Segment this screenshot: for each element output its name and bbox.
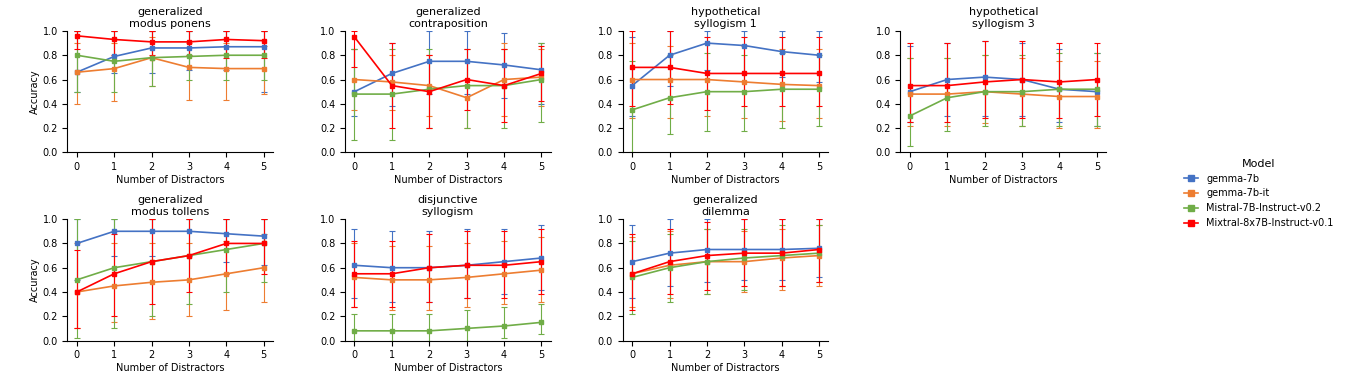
Legend: gemma-7b, gemma-7b-it, Mistral-7B-Instruct-v0.2, Mixtral-8x7B-Instruct-v0.1: gemma-7b, gemma-7b-it, Mistral-7B-Instru… <box>1180 155 1337 232</box>
Y-axis label: Accuracy: Accuracy <box>30 257 39 302</box>
Title: disjunctive
syllogism: disjunctive syllogism <box>418 195 479 217</box>
X-axis label: Number of Distractors: Number of Distractors <box>672 363 780 373</box>
Title: hypothetical
syllogism 1: hypothetical syllogism 1 <box>691 7 761 29</box>
Title: generalized
dilemma: generalized dilemma <box>693 195 758 217</box>
Y-axis label: Accuracy: Accuracy <box>30 69 39 114</box>
Title: hypothetical
syllogism 3: hypothetical syllogism 3 <box>969 7 1039 29</box>
X-axis label: Number of Distractors: Number of Distractors <box>116 363 224 373</box>
X-axis label: Number of Distractors: Number of Distractors <box>116 175 224 185</box>
Title: generalized
modus ponens: generalized modus ponens <box>130 7 212 29</box>
X-axis label: Number of Distractors: Number of Distractors <box>672 175 780 185</box>
Title: generalized
modus tollens: generalized modus tollens <box>131 195 209 217</box>
X-axis label: Number of Distractors: Number of Distractors <box>950 175 1058 185</box>
X-axis label: Number of Distractors: Number of Distractors <box>394 175 502 185</box>
X-axis label: Number of Distractors: Number of Distractors <box>394 363 502 373</box>
Title: generalized
contraposition: generalized contraposition <box>407 7 488 29</box>
